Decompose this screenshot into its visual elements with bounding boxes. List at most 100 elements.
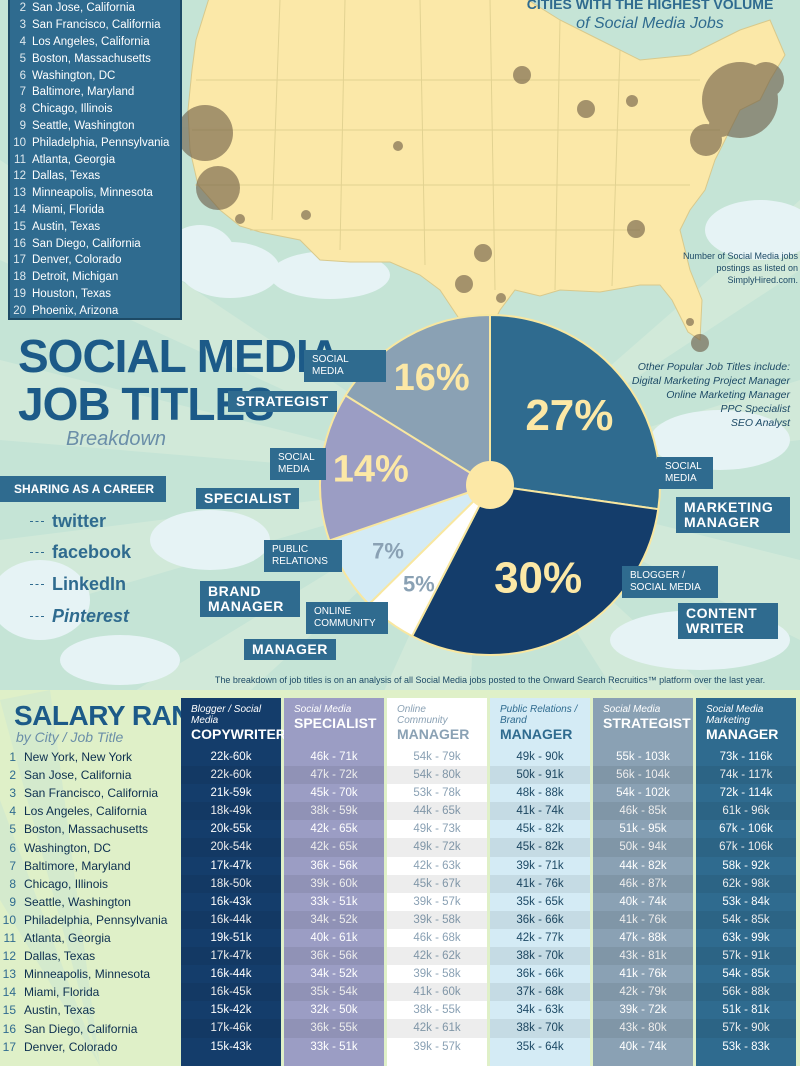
salary-cell: 19k-51k [181, 928, 281, 948]
pinterest-logo: Pinterest [30, 603, 129, 629]
marketing-label: MARKETING MANAGER [676, 497, 790, 533]
salary-row-city: Atlanta, Georgia [24, 931, 111, 945]
city-list-item: 14 Miami, Florida [10, 202, 180, 219]
salary-column-header: Social Media STRATEGIST [593, 698, 693, 748]
page-subtitle: Breakdown [66, 428, 167, 450]
city-rank: 2 [19, 2, 26, 15]
salary-cell: 42k - 65k [284, 820, 384, 839]
salary-column-title: STRATEGIST [603, 715, 691, 731]
salary-cell: 46k - 87k [593, 874, 693, 893]
salary-cell: 73k - 116k [696, 748, 796, 767]
salary-cell: 33k - 51k [284, 892, 384, 911]
salary-cell: 54k - 85k [696, 910, 796, 929]
salary-column-header: Social Media SPECIALIST [284, 698, 384, 748]
salary-row-rank: 11 [3, 931, 16, 945]
salary-cell: 16k-45k [181, 983, 281, 1002]
city-rank: 12 [13, 170, 26, 183]
salary-cell: 43k - 81k [593, 947, 693, 966]
salary-cell: 41k - 76k [593, 965, 693, 984]
salary-column-subtitle: Social Media Marketing [706, 704, 764, 726]
salary-row-rank: 15 [2, 1003, 16, 1018]
city-list-item: 16 San Diego, California [10, 235, 180, 252]
salary-cell: 45k - 70k [284, 784, 384, 803]
salary-row-label: 14 Miami, Florida [0, 983, 100, 1001]
salary-row-city: San Francisco, California [24, 786, 159, 801]
city-list-item: 19 Houston, Texas [10, 286, 180, 303]
salary-cell: 15k-43k [181, 1037, 281, 1056]
city-name: San Diego, California [32, 237, 141, 250]
salary-cell: 54k - 102k [593, 784, 693, 803]
city-list-item: 15 Austin, Texas [10, 218, 180, 235]
salary-cell: 41k - 76k [593, 910, 693, 929]
salary-cell: 15k-42k [181, 1001, 281, 1020]
salary-cell: 21k-59k [181, 784, 281, 803]
city-list-item: 4 Los Angeles, California [10, 34, 180, 51]
salary-row-city: New York, New York [24, 750, 133, 764]
city-rank: 3 [19, 19, 26, 32]
salary-row-label: 4 Los Angeles, California [0, 802, 147, 820]
pie-slice-label: 30% [494, 553, 582, 602]
salary-row-city: Dallas, Texas [24, 949, 96, 964]
salary-column: Social Media SPECIALIST 46k - 71k 47k - 72k… [284, 698, 384, 1066]
salary-row-label: 7 Baltimore, Maryland [0, 857, 130, 875]
salary-column-title: MANAGER [500, 726, 573, 742]
city-list-item: 6 Washington, DC [10, 67, 180, 84]
salary-row-city: Los Angeles, California [24, 804, 147, 819]
pie-slice-label: 27% [525, 391, 613, 440]
city-list-item: 7 Baltimore, Maryland [10, 84, 180, 101]
salary-cell: 54k - 79k [387, 748, 487, 767]
salary-cell: 36k - 56k [284, 947, 384, 966]
other-title-item: SEO Analyst [730, 417, 790, 429]
salary-row-rank: 7 [9, 858, 16, 873]
salary-cell: 45k - 67k [387, 874, 487, 893]
other-title-item: Online Marketing Manager [666, 389, 790, 401]
salary-column: Social Media Marketing MANAGER 73k - 116k 7… [696, 698, 796, 1066]
salary-row-label: 17 Denver, Colorado [0, 1038, 118, 1056]
salary-cell: 40k - 74k [593, 892, 693, 911]
city-rank: 13 [13, 187, 26, 200]
salary-row-city: San Jose, California [24, 768, 132, 783]
salary-cell: 67k - 106k [696, 838, 796, 857]
salary-row-rank: 17 [2, 1039, 16, 1054]
city-name: Houston, Texas [32, 287, 112, 300]
salary-cell: 34k - 52k [284, 965, 384, 984]
other-title-item: Digital Marketing Project Manager [631, 375, 790, 387]
salary-cell: 37k - 68k [490, 983, 590, 1002]
salary-cell: 32k - 50k [284, 1001, 384, 1020]
salary-column: Public Relations / Brand MANAGER 49k - 90k… [490, 698, 590, 1066]
salary-cell: 22k-60k [181, 748, 281, 767]
salary-row-city: Washington, DC [24, 840, 111, 855]
salary-cell: 53k - 84k [696, 892, 796, 911]
salary-cell: 53k - 83k [696, 1037, 796, 1056]
salary-column-subtitle: Public Relations / Brand [500, 704, 578, 726]
city-rank: 19 [13, 287, 26, 300]
salary-cell: 17k-46k [181, 1019, 281, 1038]
salary-column-title: SPECIALIST [294, 715, 377, 731]
salary-cell: 39k - 60k [284, 874, 384, 893]
salary-row-label: 9 Seattle, Washington [0, 893, 131, 911]
salary-cell: 54k - 80k [387, 766, 487, 785]
city-rank: 9 [19, 119, 26, 132]
salary-column-title: MANAGER [397, 726, 470, 742]
salary-column-subtitle: Online Community [397, 704, 448, 726]
salary-row-label: 16 San Diego, California [0, 1020, 138, 1038]
brand-label-top: PUBLIC RELATIONS [264, 540, 342, 572]
salary-cell: 22k-60k [181, 766, 281, 785]
salary-row-rank: 6 [9, 840, 16, 855]
city-name: Washington, DC [32, 69, 116, 82]
content-label-top: BLOGGER / SOCIAL MEDIA [622, 566, 718, 598]
salary-cell: 42k - 63k [387, 856, 487, 875]
salary-cell: 39k - 72k [593, 1001, 693, 1020]
pie-footnote: The breakdown of job titles is on an ana… [214, 675, 766, 685]
salary-cell: 62k - 98k [696, 874, 796, 893]
salary-row-city: Philadelphia, Pennsylvania [24, 912, 168, 927]
salary-cell: 36k - 66k [490, 965, 590, 984]
city-rank: 18 [13, 271, 26, 284]
salary-row-rank: 5 [9, 822, 16, 837]
salary-cell: 74k - 117k [696, 766, 796, 785]
salary-cell: 45k - 82k [490, 820, 590, 839]
salary-row-label: 15 Austin, Texas [0, 1001, 96, 1019]
marketing-label-top: SOCIAL MEDIA [657, 457, 713, 489]
city-bubbles [177, 62, 784, 352]
